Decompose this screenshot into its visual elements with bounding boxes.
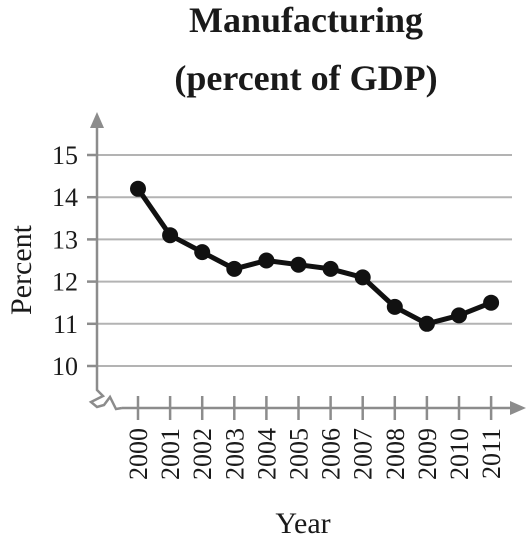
data-point-2010 (451, 307, 467, 324)
x-tick-label: 2007 (349, 428, 378, 480)
x-tick-label: 2002 (188, 428, 217, 480)
data-point-2001 (162, 227, 179, 244)
data-point-2011 (483, 294, 500, 311)
x-tick-label: 2008 (381, 428, 410, 480)
chart-title-line-2: (percent of GDP) (174, 58, 437, 98)
x-axis-arrow (510, 401, 526, 415)
series-line-manufacturing (135, 187, 493, 327)
axis-break (88, 382, 123, 411)
x-tick-label: 2009 (413, 428, 442, 480)
y-tick-label: 15 (52, 141, 78, 170)
x-tick-label: 2001 (156, 428, 185, 480)
data-point-2005 (290, 256, 307, 273)
x-tick-label: 2004 (252, 428, 281, 480)
y-tick-label: 11 (53, 310, 78, 339)
y-tick-label: 13 (52, 225, 78, 254)
y-axis-arrow (90, 112, 104, 128)
data-points (130, 180, 500, 332)
y-tick-label: 10 (52, 352, 78, 381)
chart-title-line-1: Manufacturing (189, 0, 423, 40)
data-point-2004 (258, 252, 275, 269)
x-tick-label: 2005 (285, 428, 314, 480)
x-ticks: 2000 2001 2002 2003 2004 2005 2006 2007 2008 2009… (124, 396, 506, 480)
data-point-2000 (130, 180, 146, 197)
data-point-2007 (354, 269, 371, 286)
x-tick-label: 2006 (317, 428, 346, 480)
x-tick-label: 2000 (124, 428, 153, 480)
data-point-2006 (322, 260, 339, 277)
x-tick-label: 2011 (477, 428, 506, 479)
x-axis-label: Year (275, 507, 330, 540)
data-point-2008 (386, 298, 403, 315)
data-point-2002 (194, 244, 211, 261)
data-point-2009 (418, 315, 435, 332)
x-tick-label: 2003 (220, 428, 249, 480)
data-point-2003 (226, 260, 243, 277)
y-tick-label: 14 (52, 183, 78, 212)
y-tick-label: 12 (52, 268, 78, 297)
x-tick-label: 2010 (445, 428, 474, 480)
y-axis-label: Percent (5, 224, 38, 315)
y-tick-labels: 10 11 12 13 14 15 (52, 141, 78, 381)
